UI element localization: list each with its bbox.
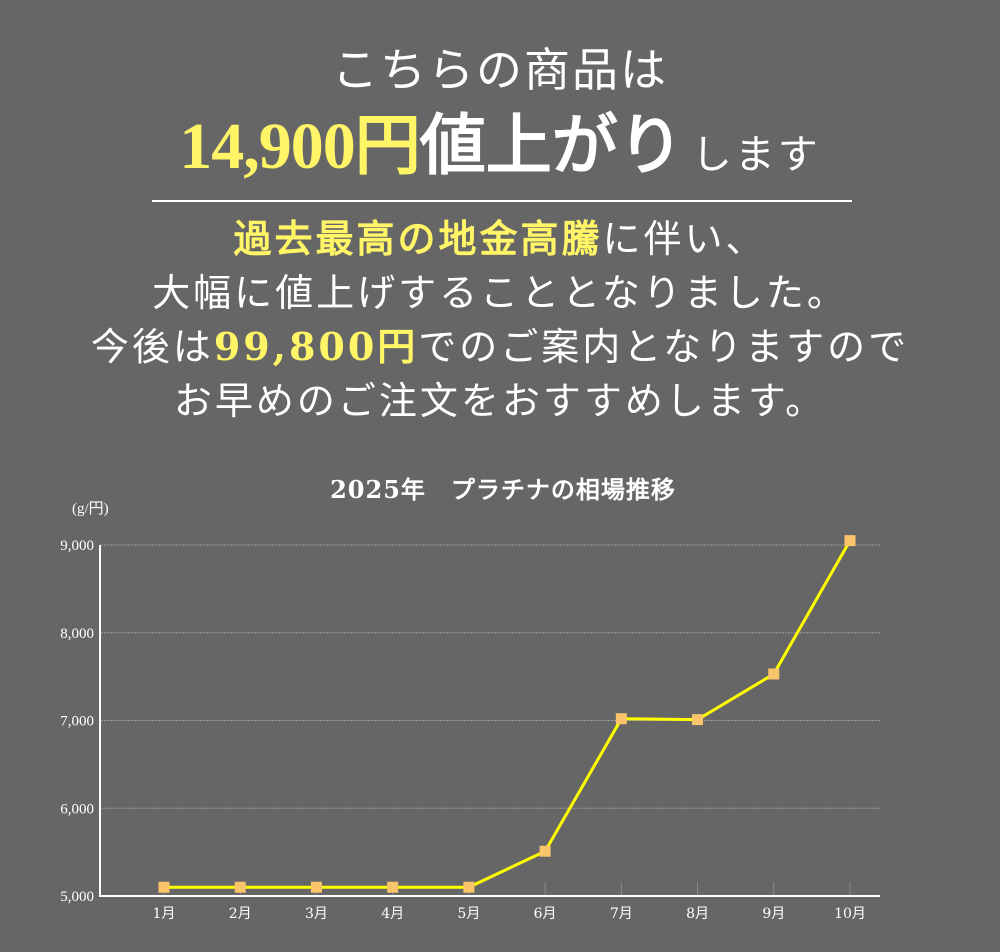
- y-tick-label: 7,000: [60, 714, 94, 730]
- notice-line-1-rest: に伴い、: [602, 217, 767, 261]
- rise-text: 値上がり: [419, 106, 684, 184]
- data-point-marker: [692, 714, 704, 726]
- y-axis-ticks: 5,000 6,000 7,000 8,000 9,000: [60, 538, 94, 905]
- x-tick-label: 8月: [686, 906, 709, 922]
- notice-line-3-prefix: 今後は: [90, 325, 214, 369]
- x-tick-label: 7月: [610, 906, 633, 922]
- headline-suffix: します: [691, 132, 821, 178]
- notice-line-1: 過去最高の地金高騰に伴い、: [0, 212, 1000, 266]
- headline-intro: こちらの商品は: [332, 43, 668, 97]
- notice-line-3: 今後は99,800円でのご案内となりますので: [0, 320, 1000, 374]
- x-tick-label: 9月: [762, 906, 785, 922]
- data-point-marker: [539, 845, 551, 857]
- data-point-marker: [158, 881, 170, 893]
- data-point-markers: [158, 535, 856, 893]
- price-line: [164, 539, 852, 889]
- data-point-marker: [387, 881, 399, 893]
- y-axis-unit-label: (g/円): [72, 501, 109, 517]
- reason-highlight: 過去最高の地金高騰: [233, 216, 603, 261]
- y-tick-label: 5,000: [60, 889, 94, 905]
- x-tick-label: 3月: [305, 906, 328, 922]
- y-tick-label: 8,000: [60, 626, 94, 642]
- chart-title: 2025年 プラチナの相場推移: [330, 475, 676, 504]
- x-tick-label: 4月: [381, 906, 404, 922]
- data-point-marker: [615, 713, 627, 725]
- notice-line-4: お早めのご注文をおすすめします。: [173, 379, 827, 423]
- price-increase-amount: 14,900円: [179, 110, 420, 183]
- data-point-marker: [768, 668, 780, 680]
- x-tick-label: 5月: [457, 906, 480, 922]
- notice-line-2: 大幅に値上げすることとなりました。: [152, 271, 848, 315]
- headline-price-increase: 14,900円値上がり します: [0, 100, 1000, 208]
- data-point-marker: [310, 881, 322, 893]
- y-tick-label: 9,000: [60, 538, 94, 554]
- chart-gridlines: [101, 544, 880, 809]
- notice-text: 過去最高の地金高騰に伴い、 大幅に値上げすることとなりました。 今後は99,80…: [0, 212, 1000, 428]
- x-tick-label: 10月: [834, 906, 866, 922]
- y-tick-label: 6,000: [60, 801, 94, 817]
- data-point-marker: [234, 881, 246, 893]
- divider: [152, 200, 852, 202]
- data-point-marker: [463, 881, 475, 893]
- notice-line-3-suffix: でのご案内となりますので: [418, 325, 910, 369]
- x-tick-label: 6月: [534, 906, 557, 922]
- x-axis-ticks: 1月 2月 3月 4月 5月 6月 7月 8月 9月 10月: [153, 882, 866, 922]
- new-price: 99,800円: [213, 324, 419, 369]
- x-tick-label: 2月: [229, 906, 252, 922]
- data-point-marker: [844, 535, 856, 547]
- x-tick-label: 1月: [153, 906, 176, 922]
